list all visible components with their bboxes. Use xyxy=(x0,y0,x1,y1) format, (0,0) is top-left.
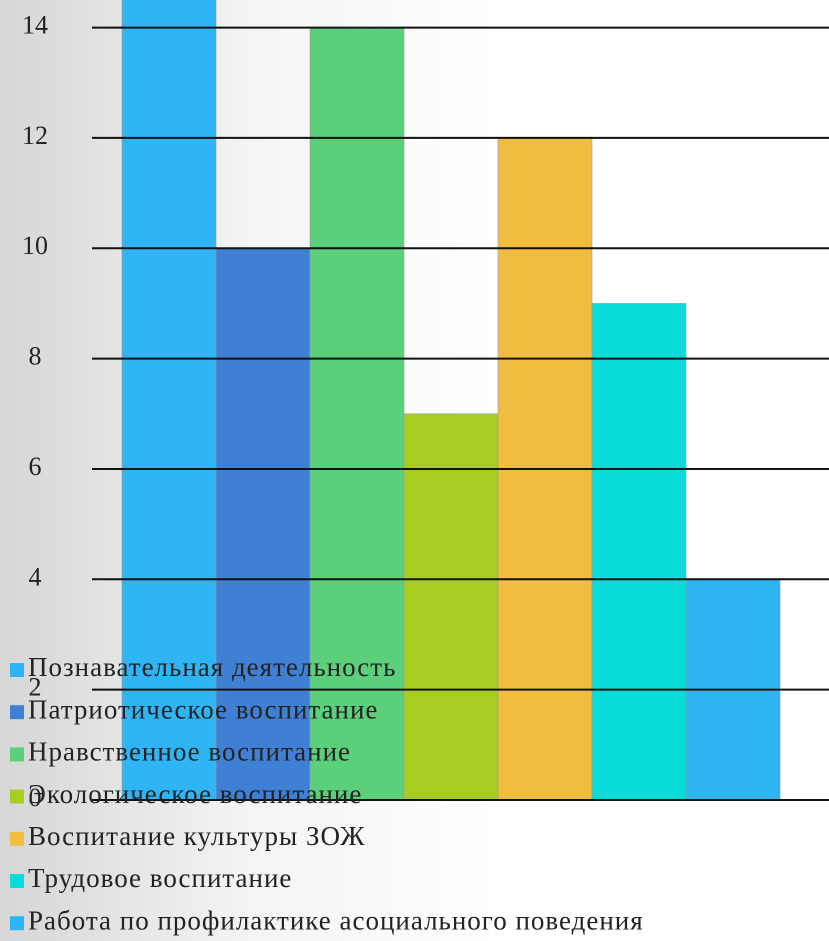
legend-swatch xyxy=(10,663,24,677)
y-tick-label: 2 xyxy=(29,673,42,702)
legend-label: Трудовое воспитание xyxy=(28,863,292,893)
y-tick-label: 0 xyxy=(29,783,42,812)
legend-label: Работа по профилактике асоциального пове… xyxy=(28,905,644,935)
legend-label: Нравственное воспитание xyxy=(28,737,351,767)
legend-swatch xyxy=(10,831,24,846)
legend-swatch xyxy=(10,874,24,888)
y-tick-label: 10 xyxy=(22,231,48,260)
legend-swatch xyxy=(10,747,24,762)
y-tick-label: 4 xyxy=(29,562,42,591)
legend-label: Экологическое воспитание xyxy=(28,779,362,809)
y-tick-label: 6 xyxy=(29,452,42,481)
legend-swatch xyxy=(10,789,24,804)
legend-label: Воспитание культуры ЗОЖ xyxy=(28,821,366,851)
y-tick-label: 8 xyxy=(29,342,42,371)
bar xyxy=(215,247,311,801)
y-tick-label: 14 xyxy=(22,11,48,40)
bar xyxy=(591,303,687,801)
legend-label: Патриотическое воспитание xyxy=(28,694,378,724)
bar xyxy=(403,413,499,801)
bar xyxy=(309,27,405,801)
y-tick-label: 12 xyxy=(22,121,48,150)
bar xyxy=(121,0,217,801)
legend-swatch xyxy=(10,916,24,931)
legend-swatch xyxy=(10,705,24,720)
legend-label: Познавательная деятельность xyxy=(28,652,396,682)
